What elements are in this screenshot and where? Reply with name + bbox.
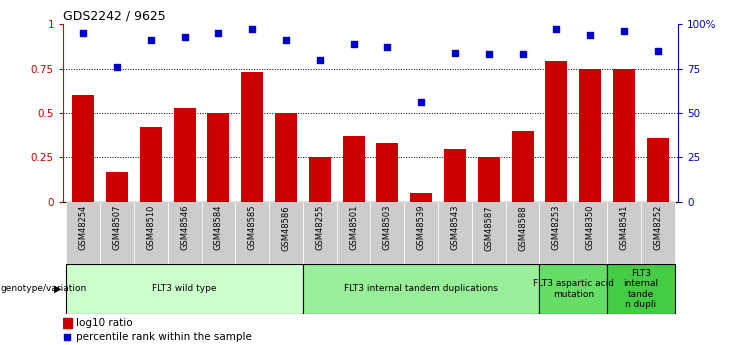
Bar: [67, 202, 100, 264]
Text: GSM48507: GSM48507: [113, 205, 122, 250]
Point: [652, 48, 664, 53]
Point: [213, 30, 225, 36]
Point: [280, 37, 292, 43]
Bar: [405, 202, 438, 264]
Text: log10 ratio: log10 ratio: [76, 318, 133, 328]
Point: [62, 334, 73, 340]
Bar: [67, 264, 303, 314]
Point: [449, 50, 461, 55]
Bar: [444, 148, 466, 202]
Bar: [100, 202, 134, 264]
Bar: [173, 108, 196, 202]
Point: [382, 45, 393, 50]
Bar: [242, 72, 263, 202]
Bar: [647, 138, 668, 202]
Bar: [478, 157, 499, 202]
Text: ▶: ▶: [54, 284, 62, 294]
Bar: [73, 95, 94, 202]
Text: GSM48255: GSM48255: [316, 205, 325, 250]
Text: genotype/variation: genotype/variation: [1, 284, 87, 294]
Text: GSM48543: GSM48543: [451, 205, 459, 250]
Bar: [438, 202, 472, 264]
Bar: [613, 69, 635, 202]
Text: FLT3
internal
tande
n dupli: FLT3 internal tande n dupli: [623, 269, 659, 309]
Bar: [511, 131, 534, 202]
Bar: [303, 202, 336, 264]
Bar: [539, 202, 574, 264]
Bar: [134, 202, 167, 264]
Bar: [140, 127, 162, 202]
Text: GSM48587: GSM48587: [485, 205, 494, 250]
Bar: [370, 202, 405, 264]
Point: [415, 100, 427, 105]
Bar: [303, 264, 539, 314]
Text: GSM48585: GSM48585: [247, 205, 256, 250]
Point: [551, 27, 562, 32]
Point: [584, 32, 596, 38]
Bar: [336, 202, 370, 264]
Bar: [269, 202, 303, 264]
Bar: [472, 202, 505, 264]
Text: GSM48501: GSM48501: [349, 205, 358, 250]
Bar: [505, 202, 539, 264]
Bar: [275, 113, 297, 202]
Point: [179, 34, 190, 39]
Text: GSM48584: GSM48584: [214, 205, 223, 250]
Text: GSM48254: GSM48254: [79, 205, 87, 250]
Text: GDS2242 / 9625: GDS2242 / 9625: [63, 10, 166, 23]
Bar: [574, 202, 607, 264]
Bar: [607, 264, 674, 314]
Bar: [545, 61, 568, 202]
Bar: [411, 193, 432, 202]
Bar: [236, 202, 269, 264]
Point: [314, 57, 326, 62]
Text: GSM48588: GSM48588: [518, 205, 527, 250]
Text: FLT3 aspartic acid
mutation: FLT3 aspartic acid mutation: [533, 279, 614, 299]
Bar: [607, 202, 641, 264]
Point: [516, 52, 528, 57]
Point: [618, 29, 630, 34]
Text: percentile rank within the sample: percentile rank within the sample: [76, 332, 252, 342]
Bar: [63, 318, 73, 328]
Text: GSM48503: GSM48503: [383, 205, 392, 250]
Bar: [167, 202, 202, 264]
Text: GSM48252: GSM48252: [654, 205, 662, 250]
Bar: [309, 157, 330, 202]
Text: GSM48586: GSM48586: [282, 205, 290, 250]
Text: GSM48350: GSM48350: [585, 205, 595, 250]
Text: GSM48510: GSM48510: [146, 205, 156, 250]
Text: FLT3 internal tandem duplications: FLT3 internal tandem duplications: [345, 284, 498, 294]
Point: [483, 52, 495, 57]
Bar: [579, 69, 601, 202]
Bar: [641, 202, 674, 264]
Point: [348, 41, 359, 47]
Point: [145, 37, 157, 43]
Bar: [539, 264, 607, 314]
Bar: [376, 143, 399, 202]
Text: GSM48253: GSM48253: [552, 205, 561, 250]
Point: [246, 27, 258, 32]
Text: GSM48541: GSM48541: [619, 205, 628, 250]
Point: [111, 64, 123, 70]
Bar: [207, 113, 230, 202]
Bar: [342, 136, 365, 202]
Bar: [202, 202, 236, 264]
Bar: [106, 171, 128, 202]
Text: FLT3 wild type: FLT3 wild type: [153, 284, 217, 294]
Text: GSM48539: GSM48539: [416, 205, 425, 250]
Text: GSM48546: GSM48546: [180, 205, 189, 250]
Point: [77, 30, 89, 36]
